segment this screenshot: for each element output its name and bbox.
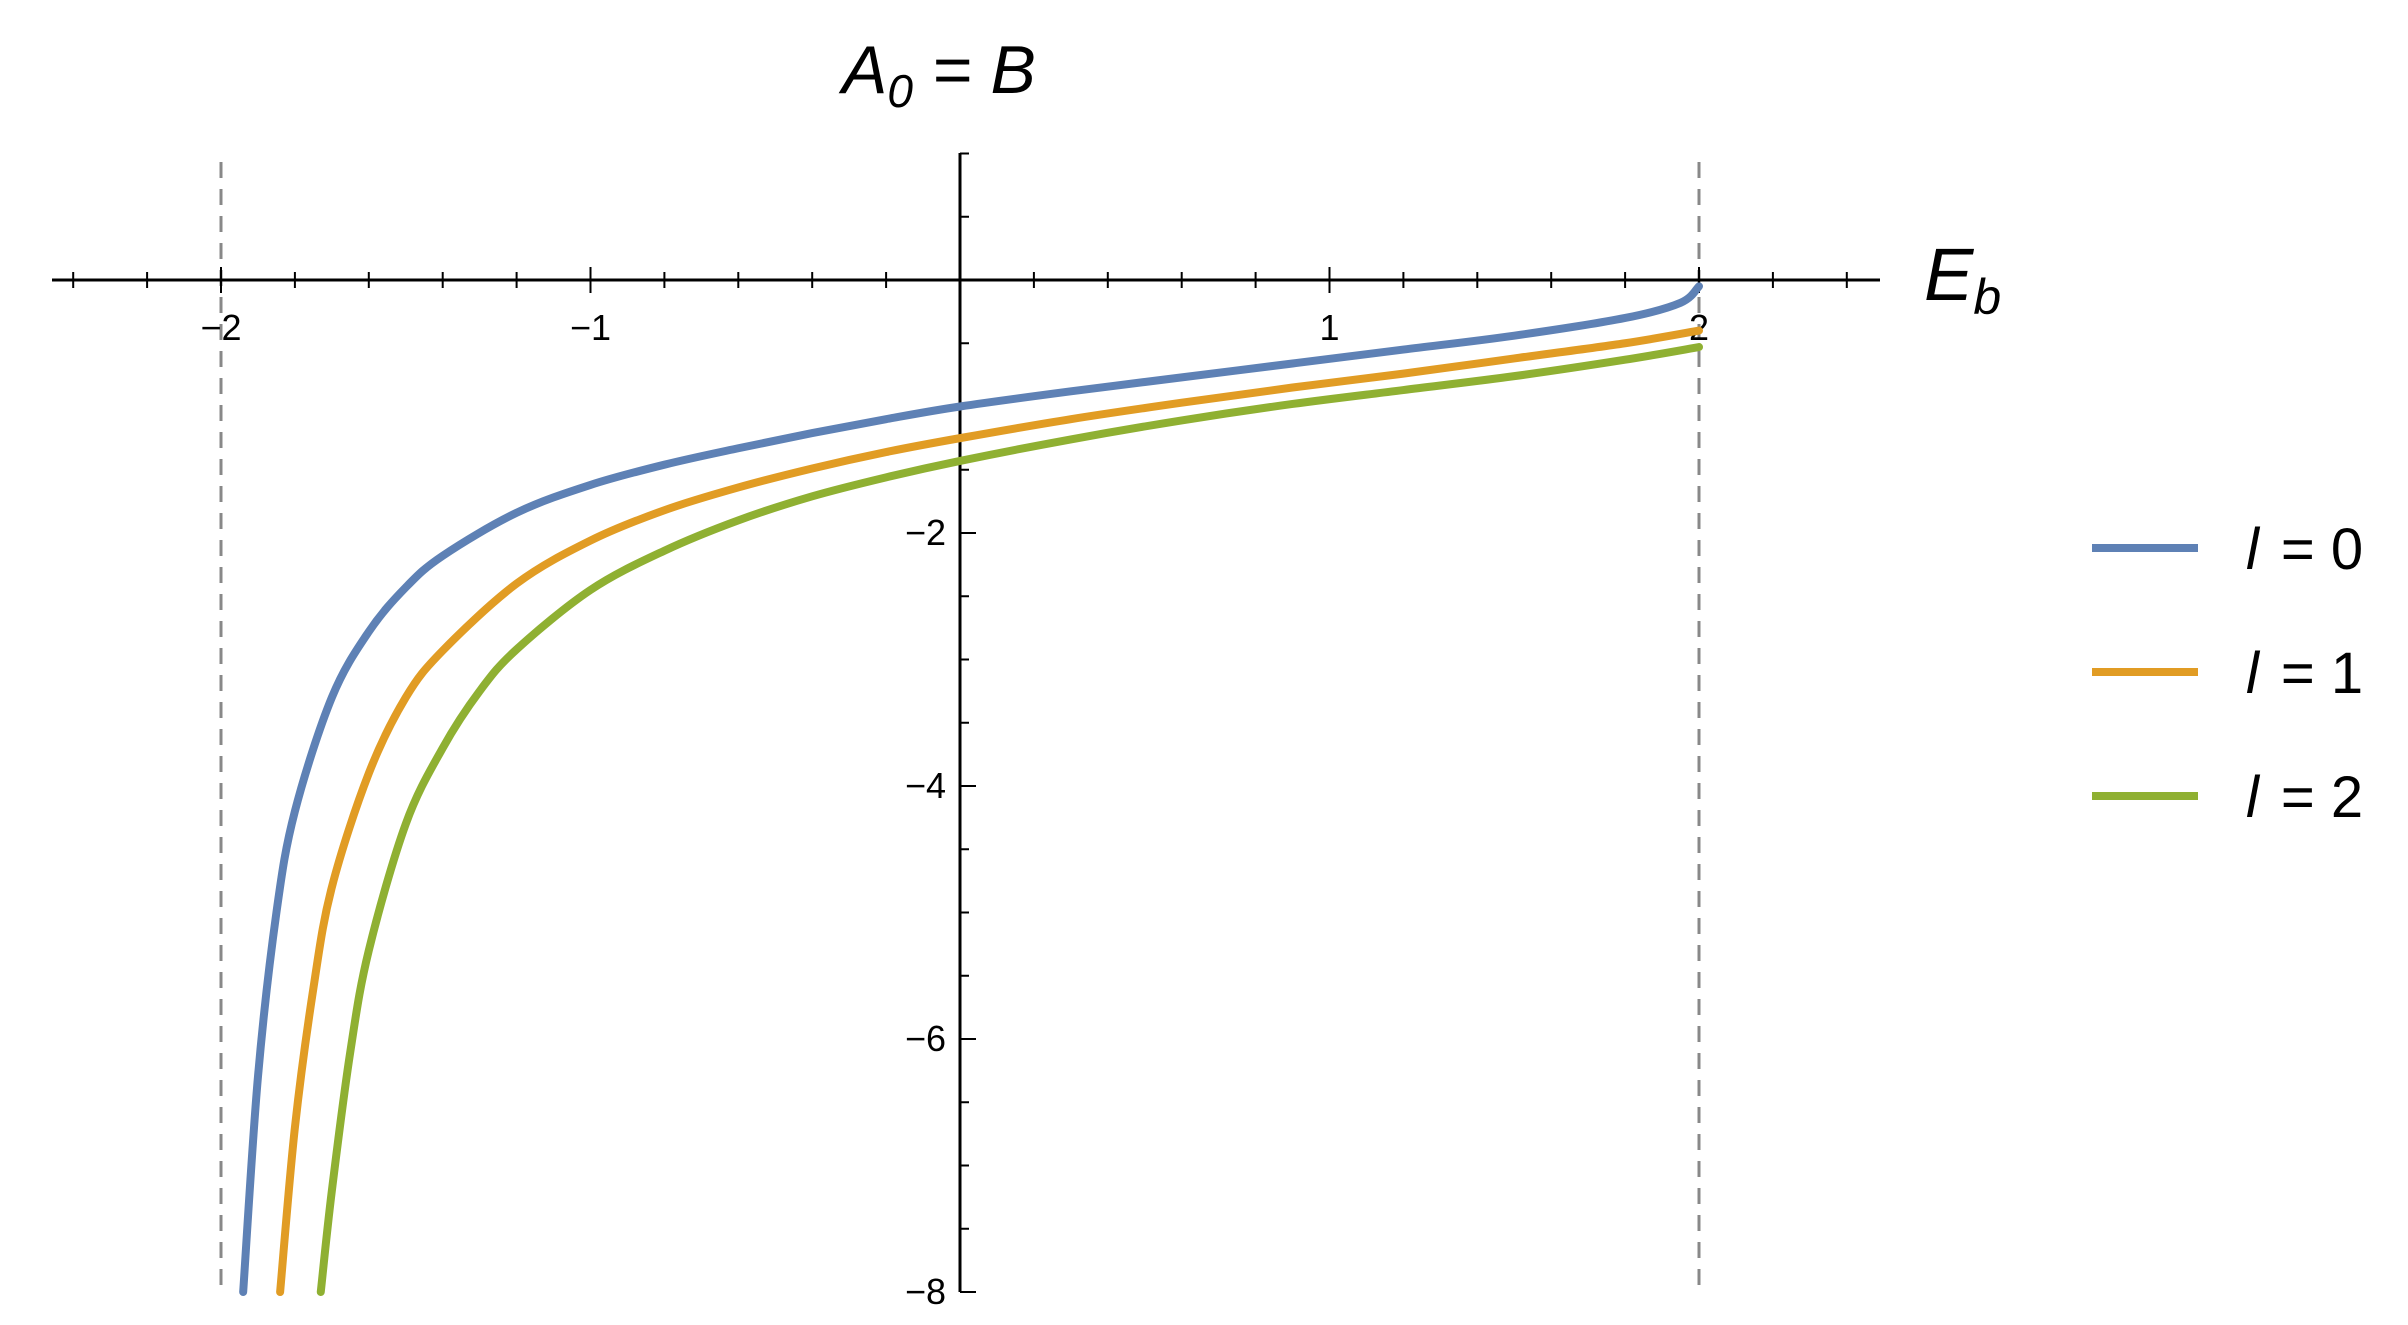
legend-value: = 0 [2281, 517, 2363, 582]
x-axis-label-main: E [1924, 233, 1975, 316]
axes: −2 −1 1 2 −2−4−6−8 [52, 152, 1880, 1312]
legend-var: l [2246, 517, 2261, 582]
x-tick-labels: −2 −1 1 2 [200, 307, 1709, 348]
y-tick-labels: −2 −4 −6 −8 [905, 512, 946, 1312]
x-tick-label: −1 [570, 307, 611, 348]
series-line-2 [316, 343, 1703, 1296]
x-tick-label: −2 [200, 307, 241, 348]
chart-title-sub: 0 [887, 65, 913, 117]
y-tick-label: −8 [905, 1271, 946, 1312]
x-axis-label-sub: b [1973, 269, 2001, 325]
legend-var: l [2246, 765, 2261, 830]
chart-title-main: A [838, 32, 887, 108]
legend: l = 0 l = 1 l = 2 [2092, 517, 2363, 830]
y-tick-label: −2 [905, 512, 946, 553]
legend-label-0: l = 0 [2246, 517, 2363, 582]
x-tick-label: 1 [1319, 307, 1339, 348]
series-line-1 [276, 326, 1703, 1296]
legend-value: = 1 [2281, 641, 2363, 706]
legend-value: = 2 [2281, 765, 2363, 830]
chart-title: A0 = B [838, 32, 1036, 117]
series-line-0 [239, 282, 1703, 1296]
legend-label-2: l = 2 [2246, 765, 2363, 830]
x-axis-label: Eb [1924, 233, 2001, 325]
y-tick-label: −4 [905, 765, 946, 806]
y-tick-label: −6 [905, 1018, 946, 1059]
y-ticks [960, 152, 976, 1293]
x-ticks [72, 267, 1848, 293]
legend-label-1: l = 1 [2246, 641, 2363, 706]
chart-title-rest: = B [913, 32, 1036, 108]
legend-var: l [2246, 641, 2261, 706]
series-lines [239, 282, 1703, 1296]
